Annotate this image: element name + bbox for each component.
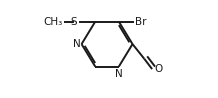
Text: CH₃: CH₃ <box>44 17 63 27</box>
Text: N: N <box>115 69 123 79</box>
Text: Br: Br <box>135 17 147 27</box>
Text: S: S <box>70 17 77 27</box>
Text: O: O <box>154 64 162 74</box>
Text: N: N <box>73 39 81 49</box>
